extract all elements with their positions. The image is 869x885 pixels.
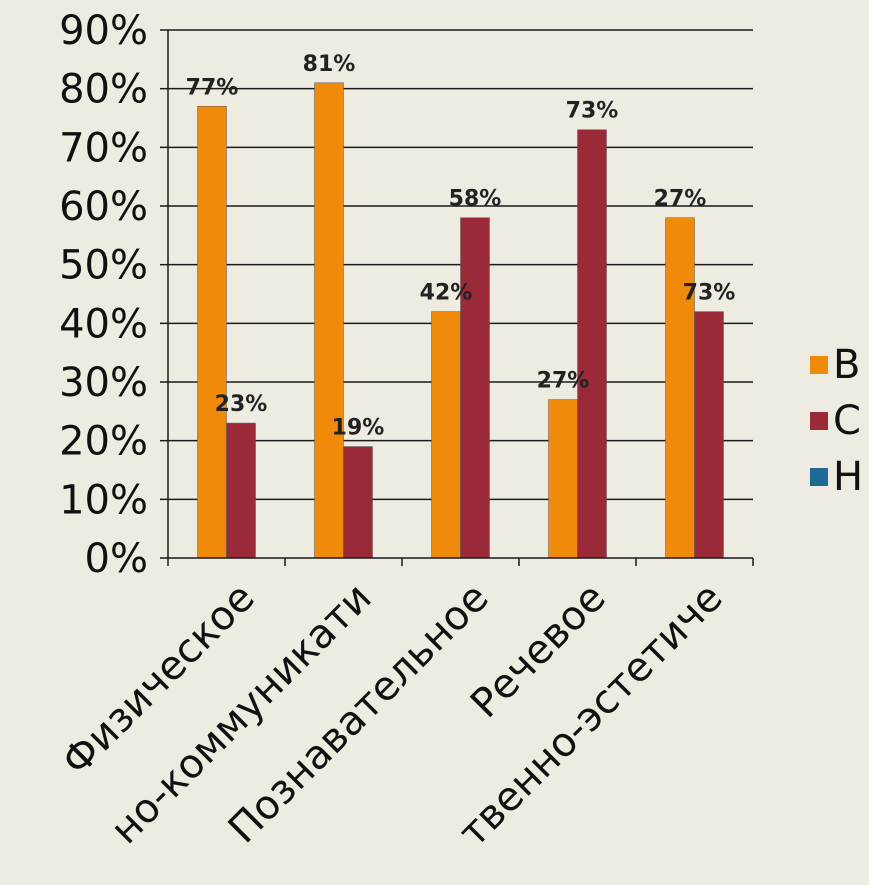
y-tick-label: 90% (59, 8, 148, 54)
data-label: 77% (186, 75, 239, 100)
y-tick-label: 70% (59, 125, 148, 171)
bar (343, 446, 373, 559)
data-label: 58% (449, 187, 502, 212)
bar (665, 217, 695, 559)
data-label: 27% (654, 187, 707, 212)
y-axis-ticks: 0% 10% 20% 30% 40% 50% 60% 70% 80% 90% (59, 8, 168, 582)
data-label: 27% (537, 369, 590, 394)
data-labels: 77% 23% 81% 19% 42% 58% 27% 73% 27% 73% (186, 52, 736, 441)
data-label: 23% (215, 392, 268, 417)
y-tick-label: 0% (85, 536, 148, 582)
y-tick-label: 30% (59, 360, 148, 406)
legend-swatch (810, 412, 828, 430)
y-tick-label: 50% (59, 243, 148, 289)
y-tick-label: 20% (59, 419, 148, 465)
data-label: 73% (566, 99, 619, 124)
bar (314, 82, 344, 559)
bar (431, 311, 461, 559)
bar (577, 129, 607, 559)
bar (548, 399, 578, 559)
data-label: 19% (332, 416, 385, 441)
data-label: 73% (683, 281, 736, 306)
bar (460, 217, 490, 559)
category-labels: Физическоено-коммуникатиПознавательноеРе… (53, 575, 731, 856)
bar (694, 311, 724, 559)
bar (226, 422, 256, 559)
legend-swatch (810, 356, 828, 374)
legend-swatch (810, 468, 828, 486)
y-tick-label: 10% (59, 477, 148, 523)
y-tick-label: 60% (59, 184, 148, 230)
bar (197, 106, 227, 559)
legend: ВСН (810, 342, 863, 500)
legend-label: С (833, 398, 861, 444)
y-tick-label: 80% (59, 67, 148, 113)
data-label: 81% (303, 52, 356, 77)
data-label: 42% (420, 281, 473, 306)
legend-label: В (833, 342, 860, 388)
axes (167, 30, 754, 566)
bars (197, 82, 724, 559)
legend-label: Н (833, 454, 863, 500)
y-tick-label: 40% (59, 301, 148, 347)
